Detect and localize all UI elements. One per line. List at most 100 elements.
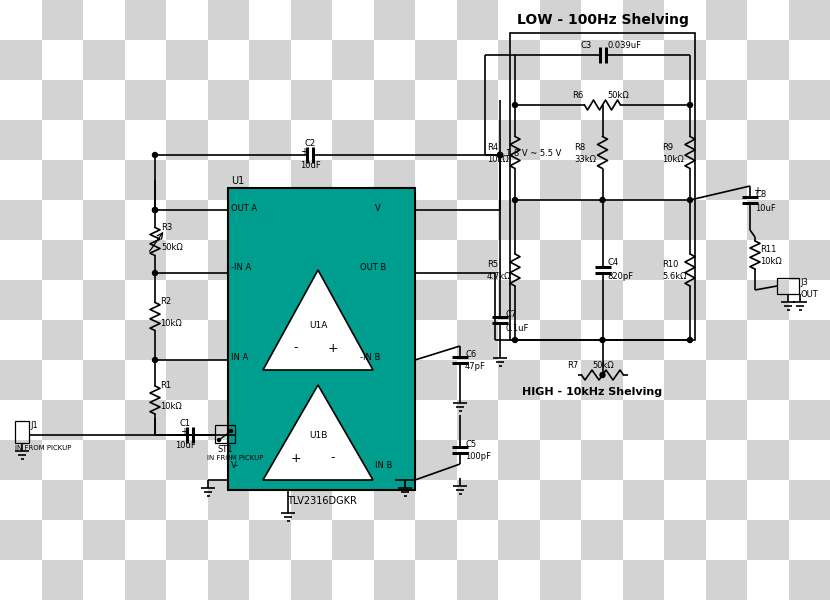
Bar — [208, 520, 249, 560]
Text: R4: R4 — [487, 142, 498, 151]
Bar — [42, 0, 83, 40]
Bar — [622, 560, 664, 600]
Text: IN FROM PICKUP: IN FROM PICKUP — [207, 455, 263, 461]
Bar — [581, 40, 622, 80]
Bar — [290, 320, 332, 360]
Bar — [415, 440, 457, 480]
Text: R11: R11 — [760, 245, 776, 254]
Text: 33kΩ: 33kΩ — [574, 154, 597, 163]
Bar — [788, 320, 830, 360]
Bar — [42, 400, 83, 440]
Bar — [498, 560, 540, 600]
Bar — [622, 40, 664, 80]
Bar — [415, 520, 457, 560]
Bar — [706, 120, 747, 160]
Bar — [498, 440, 540, 480]
Text: 47pF: 47pF — [465, 362, 486, 371]
Bar — [777, 278, 799, 294]
Bar — [42, 320, 83, 360]
Bar — [290, 160, 332, 200]
Circle shape — [153, 152, 158, 157]
Bar — [42, 80, 83, 120]
Bar — [788, 360, 830, 400]
Bar — [622, 80, 664, 120]
Bar — [540, 200, 581, 240]
Bar — [706, 240, 747, 280]
Bar — [581, 200, 622, 240]
Bar — [83, 80, 124, 120]
Bar — [374, 320, 415, 360]
Bar — [0, 0, 42, 40]
Bar — [215, 425, 235, 443]
Bar — [249, 360, 290, 400]
Text: C6: C6 — [465, 350, 476, 359]
Bar — [747, 440, 788, 480]
Bar — [581, 80, 622, 120]
Bar — [706, 480, 747, 520]
Bar — [457, 80, 498, 120]
Bar — [415, 240, 457, 280]
Bar — [249, 320, 290, 360]
Bar — [0, 440, 42, 480]
Bar — [498, 120, 540, 160]
Text: R6: R6 — [573, 91, 583, 100]
Bar — [290, 560, 332, 600]
Bar — [332, 480, 374, 520]
Bar — [166, 400, 208, 440]
Bar — [166, 440, 208, 480]
Bar — [166, 280, 208, 320]
Circle shape — [600, 197, 605, 202]
Bar — [124, 120, 166, 160]
Bar — [0, 240, 42, 280]
Bar — [788, 160, 830, 200]
Text: -: - — [294, 341, 298, 355]
Bar — [208, 560, 249, 600]
Bar — [374, 480, 415, 520]
Bar — [83, 160, 124, 200]
Text: C8: C8 — [755, 190, 766, 199]
Bar — [208, 360, 249, 400]
Text: C3: C3 — [580, 41, 592, 50]
Bar — [457, 480, 498, 520]
Text: -IN B: -IN B — [360, 353, 380, 362]
Bar — [124, 360, 166, 400]
Text: J3: J3 — [800, 278, 808, 287]
Bar — [540, 280, 581, 320]
Bar — [706, 160, 747, 200]
Bar — [540, 240, 581, 280]
Bar — [124, 440, 166, 480]
Text: +: + — [328, 341, 339, 355]
Bar — [249, 520, 290, 560]
Bar — [249, 120, 290, 160]
Bar — [83, 280, 124, 320]
Bar — [249, 160, 290, 200]
Bar — [0, 120, 42, 160]
Bar — [290, 400, 332, 440]
Circle shape — [512, 337, 517, 343]
Text: -: - — [330, 451, 335, 464]
Text: OUT: OUT — [800, 290, 818, 299]
Bar — [15, 421, 29, 443]
Text: +: + — [300, 147, 308, 157]
Text: 10kΩ: 10kΩ — [760, 257, 782, 266]
Bar — [332, 360, 374, 400]
Bar — [0, 40, 42, 80]
Bar — [622, 120, 664, 160]
Bar — [498, 400, 540, 440]
Text: 10uF: 10uF — [174, 441, 195, 450]
Bar — [788, 0, 830, 40]
Bar — [457, 440, 498, 480]
Bar — [42, 480, 83, 520]
Bar — [664, 480, 706, 520]
Bar — [747, 360, 788, 400]
Bar — [166, 240, 208, 280]
Text: 0.039uF: 0.039uF — [608, 41, 642, 50]
Text: V-: V- — [231, 461, 239, 470]
Bar — [42, 240, 83, 280]
Bar — [332, 440, 374, 480]
Bar — [166, 160, 208, 200]
Bar — [664, 360, 706, 400]
Bar — [622, 240, 664, 280]
Text: U1B: U1B — [309, 431, 327, 439]
Bar — [290, 280, 332, 320]
